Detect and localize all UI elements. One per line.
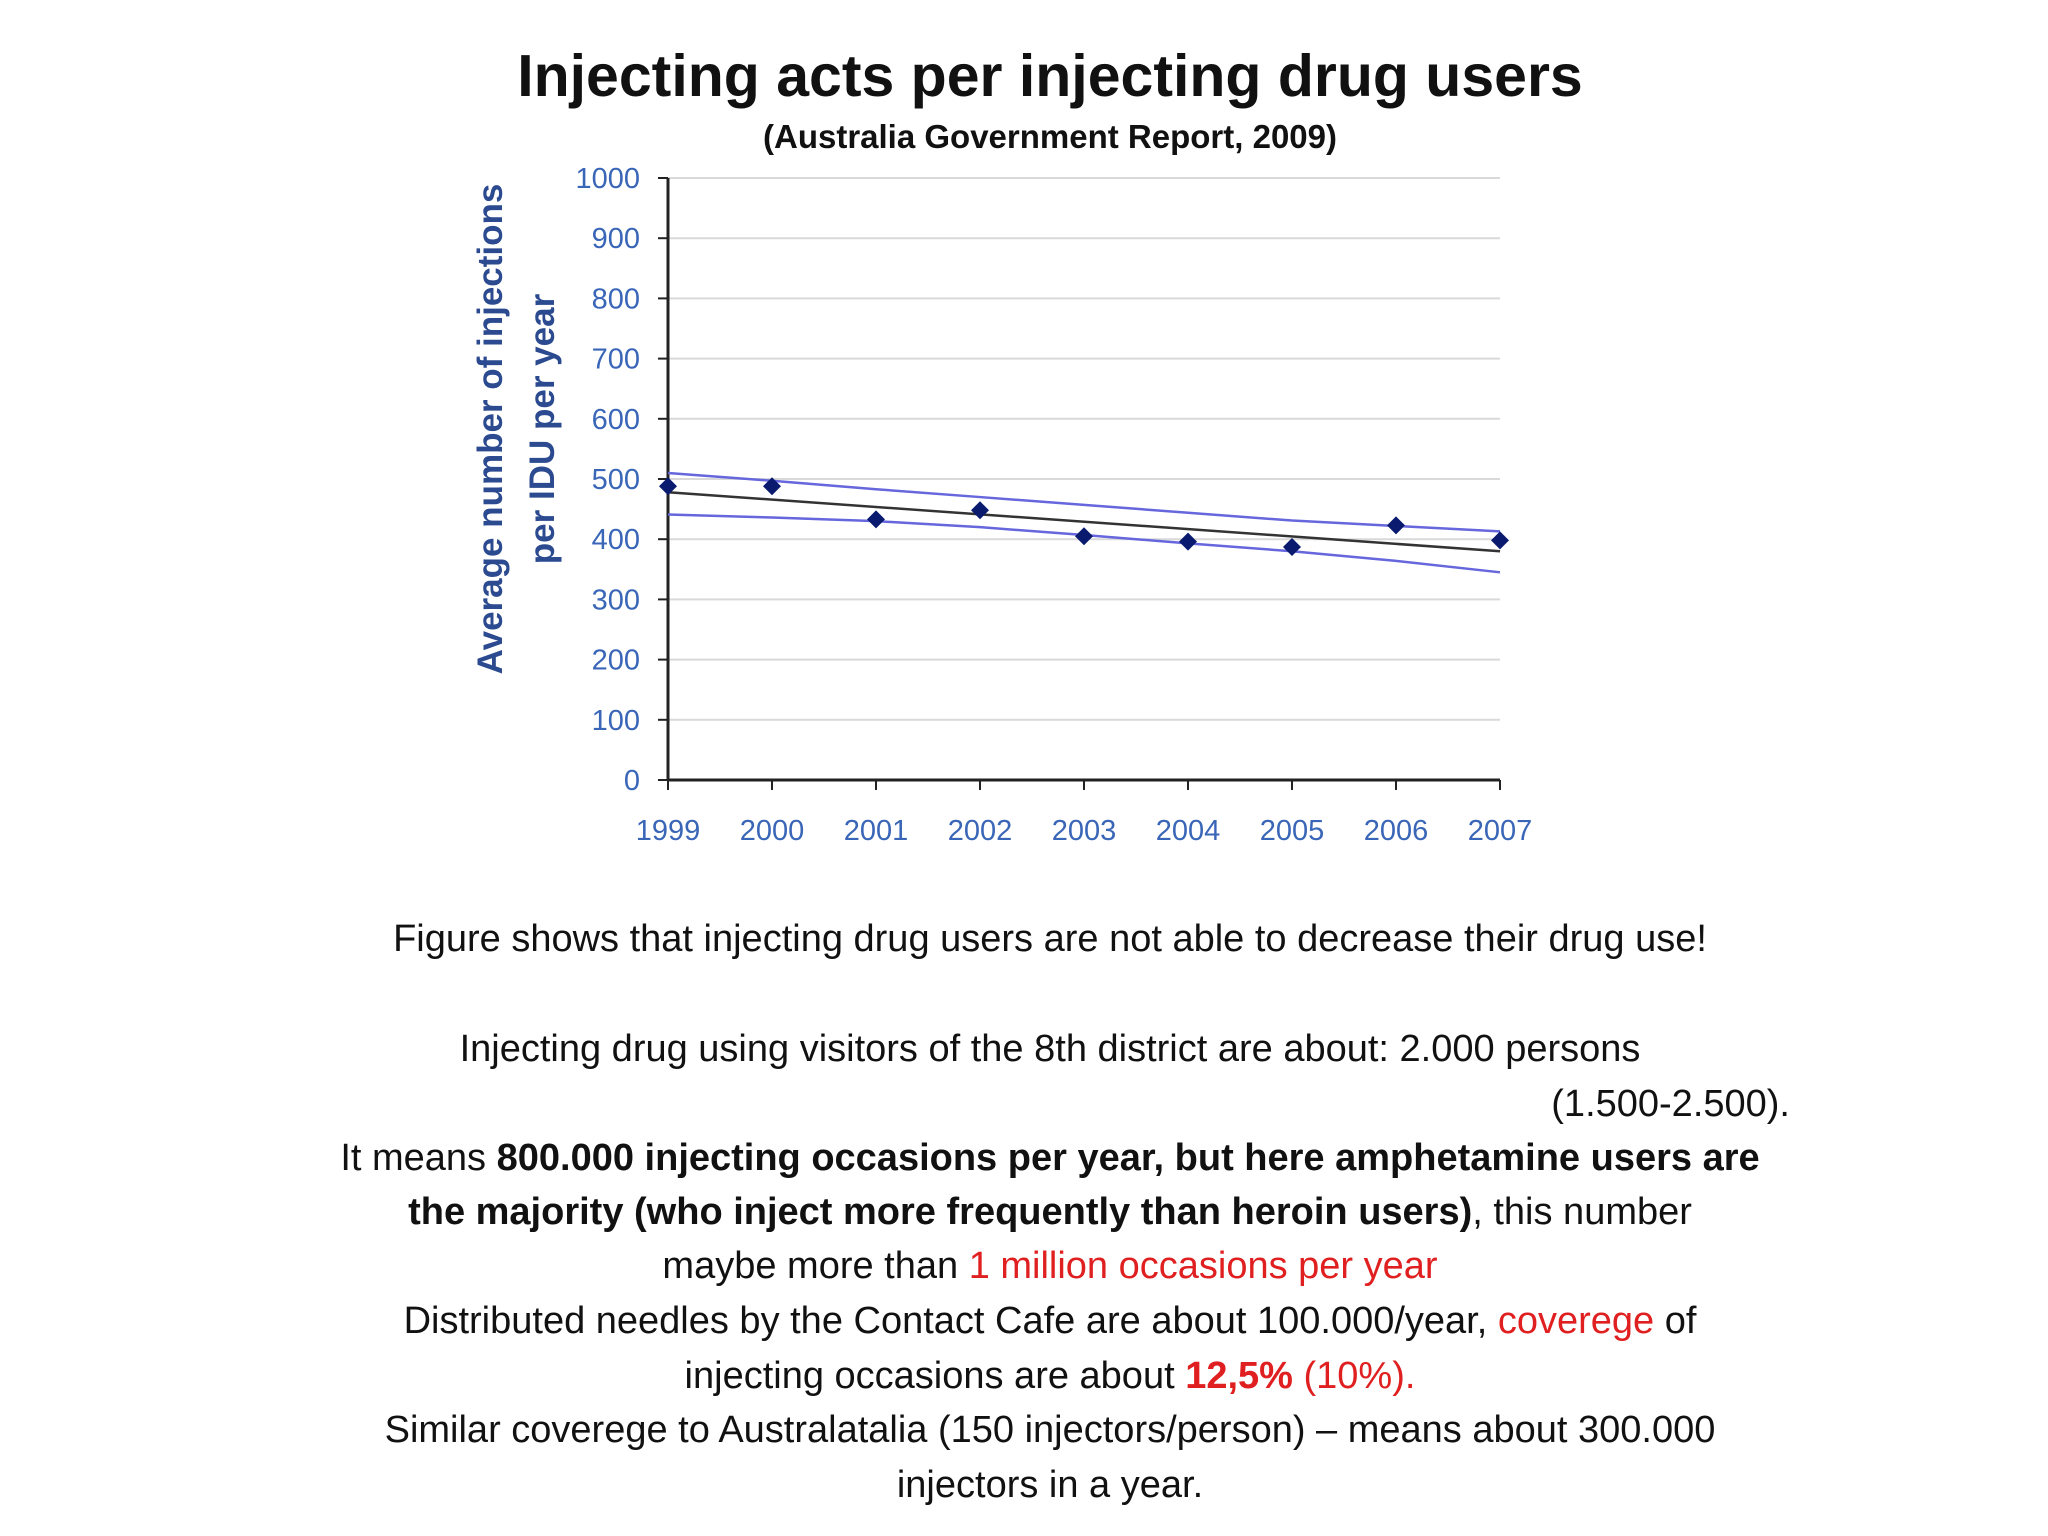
text-line-8-red: (10%). <box>1292 1355 1416 1397</box>
data-point <box>867 510 885 529</box>
x-tick-label: 2005 <box>1260 815 1325 847</box>
y-tick-label: 800 <box>592 283 640 315</box>
chart-y-axis-label: Average number of injections per IDU per … <box>471 184 562 675</box>
text-line-4-bold: 800.000 injecting occasions per year, bu… <box>496 1137 1760 1179</box>
text-line-4-a: It means <box>340 1137 497 1179</box>
y-axis-label-line-1: Average number of injections <box>471 184 510 675</box>
text-line-6-a: maybe more than <box>662 1245 969 1287</box>
y-tick-label: 400 <box>592 524 640 556</box>
injections-chart: 0 100 200 300 400 500 600 700 800 900 1000 1999 200… <box>471 163 1533 847</box>
text-line-2: Injecting drug using visitors of the 8th… <box>459 1028 1641 1070</box>
chart-gridlines <box>668 177 1500 721</box>
text-line-9: Similar coverege to Australatalia (150 i… <box>384 1409 1716 1451</box>
slide-title: Injecting acts per injecting drug users <box>517 43 1583 109</box>
text-line-5-bold: the majority (who inject more frequently… <box>408 1191 1473 1233</box>
x-tick-label: 2007 <box>1468 815 1533 847</box>
text-line-5-b: , this number <box>1472 1191 1692 1233</box>
data-point <box>763 477 781 496</box>
chart-x-ticks: 1999 2000 2001 2002 2003 2004 2005 2006 2007 <box>636 815 1533 847</box>
text-line-7-c: of <box>1654 1300 1697 1342</box>
text-line-6-red: 1 million occasions per year <box>968 1245 1438 1287</box>
y-tick-label: 700 <box>592 344 640 376</box>
data-point <box>971 501 989 520</box>
text-line-8-a: injecting occasions are about <box>684 1355 1186 1397</box>
chart-lines <box>667 471 1501 574</box>
y-tick-label: 100 <box>592 705 640 737</box>
text-line-4: It means 800.000 injecting occasions per… <box>0 1131 2048 1185</box>
y-tick-label: 1000 <box>575 163 640 195</box>
text-line-5: the majority (who inject more frequently… <box>0 1185 2048 1239</box>
y-tick-label: 500 <box>592 464 640 496</box>
trend-line <box>667 490 1501 553</box>
text-line-3: (1.500-2.500). <box>1551 1083 1790 1125</box>
text-line-1: Figure shows that injecting drug users a… <box>393 918 1707 960</box>
chart-axes <box>658 177 1501 790</box>
upper-band-line <box>667 471 1501 533</box>
y-tick-label: 200 <box>592 645 640 677</box>
y-tick-label: 300 <box>592 584 640 616</box>
y-tick-label: 900 <box>592 223 640 255</box>
x-tick-label: 2001 <box>844 815 909 847</box>
x-tick-label: 1999 <box>636 815 701 847</box>
x-tick-label: 2003 <box>1052 815 1117 847</box>
text-line-7: Distributed needles by the Contact Cafe … <box>0 1294 2048 1348</box>
data-point <box>1075 527 1093 546</box>
y-axis-label: Average number of injections per IDU per … <box>471 184 562 675</box>
text-line-7-a: Distributed needles by the Contact Cafe … <box>403 1300 1498 1342</box>
text-line-8-red-bold: 12,5% <box>1185 1355 1293 1397</box>
text-line-6: maybe more than 1 million occasions per … <box>0 1239 2048 1293</box>
data-point <box>1387 516 1405 535</box>
data-point <box>1491 531 1509 550</box>
y-tick-label: 0 <box>624 765 640 797</box>
y-tick-label: 600 <box>592 404 640 436</box>
data-point <box>1283 538 1301 557</box>
slide-subtitle: (Australia Government Report, 2009) <box>763 118 1337 155</box>
x-tick-label: 2006 <box>1364 815 1429 847</box>
chart-y-ticks: 0 100 200 300 400 500 600 700 800 900 1000 <box>575 163 640 797</box>
data-point <box>1179 532 1197 551</box>
data-point <box>659 477 677 496</box>
x-tick-label: 2002 <box>948 815 1013 847</box>
chart-points <box>659 477 1509 557</box>
x-tick-label: 2000 <box>740 815 805 847</box>
text-line-8: injecting occasions are about 12,5% (10%… <box>0 1349 2048 1403</box>
y-axis-label-line-2: per IDU per year <box>523 293 562 564</box>
text-line-10: injectors in a year. <box>896 1464 1204 1506</box>
text-line-7-red: coverege <box>1497 1300 1655 1342</box>
x-tick-label: 2004 <box>1156 815 1221 847</box>
